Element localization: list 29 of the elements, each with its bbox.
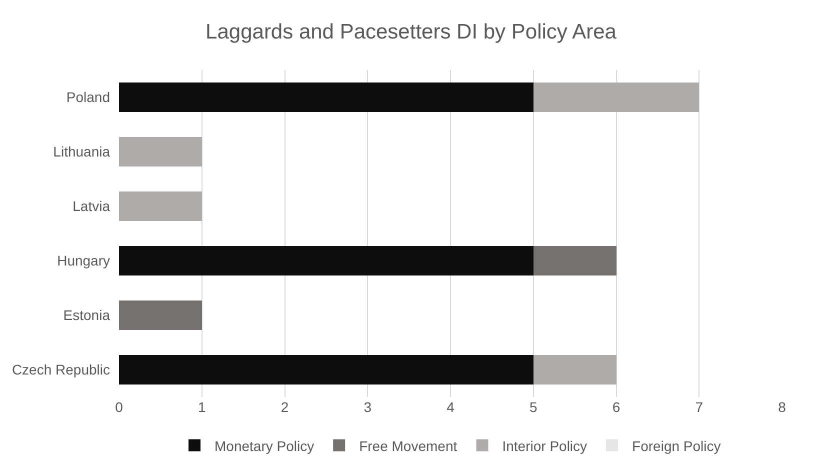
x-tick-label: 7 [695,399,704,415]
y-tick-label: Latvia [72,198,110,214]
legend-label: Free Movement [359,438,458,454]
x-tick-label: 3 [364,399,372,415]
bar [119,82,534,112]
y-tick-label: Hungary [57,252,110,269]
x-tick-label: 1 [198,399,206,415]
x-tick-label: 4 [446,399,455,415]
legend-label: Foreign Policy [632,438,721,454]
bar [119,246,534,276]
legend-label: Interior Policy [502,438,588,454]
y-tick-label: Czech Republic [12,362,110,378]
legend-label: Monetary Policy [214,438,314,454]
bar [119,136,202,167]
bar [533,354,616,385]
y-tick-label: Lithuania [53,144,110,160]
bar [533,82,700,112]
bar [119,354,534,385]
x-tick-label: 6 [612,399,620,415]
bar [533,246,616,276]
bar [119,191,202,222]
x-tick-label: 8 [778,399,786,415]
x-tick-label: 5 [529,399,538,415]
y-tick-label: Poland [66,89,110,106]
x-tick-label: 0 [115,399,124,415]
chart-title: Laggards and Pacesetters DI by Policy Area [206,20,617,44]
x-tick-label: 2 [280,399,289,415]
y-tick-label: Estonia [63,307,110,324]
bar [119,300,202,330]
